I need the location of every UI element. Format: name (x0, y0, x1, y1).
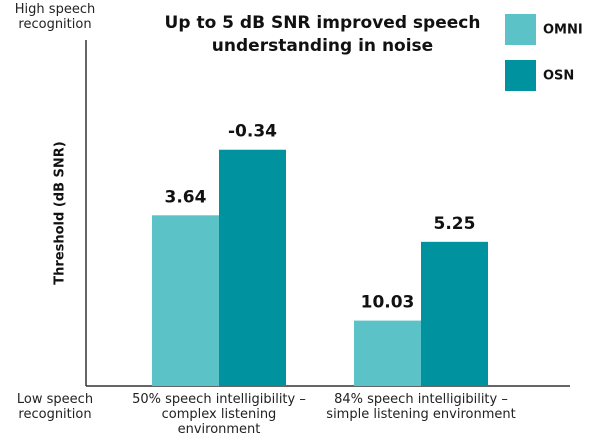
y-top-label: High speech recognition (14, 2, 96, 32)
x-tick-label: 50% speech intelligibility – complex lis… (132, 392, 306, 437)
legend-swatch (505, 60, 536, 91)
legend-swatch (505, 14, 536, 45)
value-label: 10.03 (361, 293, 415, 313)
x-tick-label: 84% speech intelligibility – simple list… (326, 392, 516, 422)
y-axis-label: Threshold (dB SNR) (53, 141, 68, 284)
legend-label: OMNI (543, 23, 583, 38)
chart-title: Up to 5 dB SNR improved speech understan… (164, 13, 481, 56)
value-label: 3.64 (165, 187, 207, 207)
legend-label: OSN (543, 69, 574, 84)
bar (421, 241, 488, 386)
value-label: 5.25 (434, 214, 476, 234)
bar (152, 215, 219, 386)
y-bottom-label: Low speech recognition (16, 392, 94, 422)
bar (219, 149, 286, 386)
value-label: -0.34 (228, 122, 277, 142)
bar (354, 320, 421, 386)
